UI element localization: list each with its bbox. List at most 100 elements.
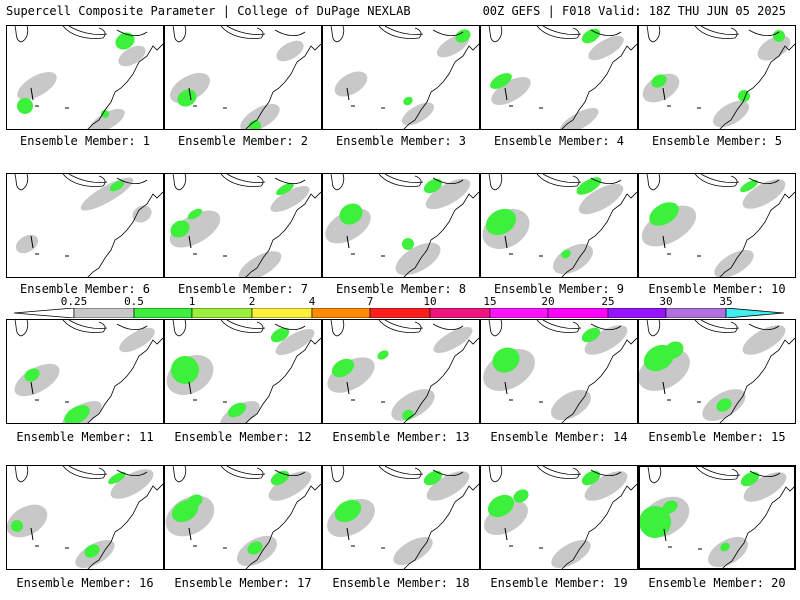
lake-outline [68,174,108,183]
lake-outline [116,177,148,184]
scp-contour-gray [110,469,154,499]
lake-michigan-tip [662,87,666,101]
scp-contour-gray [742,325,786,355]
lake-outline [14,174,29,191]
ensemble-panel-2[interactable] [164,25,322,130]
panel-label-7: Ensemble Member: 7 [177,282,309,296]
ensemble-panel-14[interactable] [480,319,638,424]
lake-michigan-tip [346,381,350,395]
coastline [87,191,163,277]
scp-contour-gray [551,389,591,421]
ensemble-panel-4[interactable] [480,25,638,130]
scp-contour-green [339,203,363,225]
scp-contour-gray [588,35,624,61]
lake-outline [14,26,29,43]
lake-outline [220,26,264,39]
lake-michigan-tip [188,235,192,249]
ensemble-panel-12[interactable] [164,319,322,424]
ensemble-panel-10[interactable] [638,173,796,278]
scp-contour-green [227,402,247,418]
ensemble-panel-16[interactable] [6,465,164,570]
panel-map-20 [640,467,794,568]
scp-contour-green [423,178,443,194]
scp-contour-gray [275,329,315,355]
lake-outline [694,174,738,187]
ensemble-panel-18[interactable] [322,465,480,570]
ensemble-panel-5[interactable] [638,25,796,130]
ensemble-panel-3[interactable] [322,25,480,130]
ensemble-panel-15[interactable] [638,319,796,424]
lake-outline [220,174,264,187]
panel-map-18 [327,466,479,569]
scp-contour-gray [743,472,787,502]
scp-contour-gray [118,45,146,67]
lake-outline [378,466,422,479]
panel-map-4 [488,26,637,129]
scp-contour-gray [714,250,754,277]
lake-marks [509,545,543,549]
scp-contour-green [581,470,601,486]
ensemble-panel-17[interactable] [164,465,322,570]
ensemble-panel-11[interactable] [6,319,164,424]
scp-contour-gray [276,40,304,62]
scp-contour-green [187,208,203,220]
lake-marks [667,399,701,403]
lake-outline [694,320,738,333]
lake-michigan-tip [504,235,508,249]
lake-michigan-tip [663,528,667,542]
lake-outline [68,320,108,329]
scp-contour-green [581,327,601,343]
scp-contour-green [576,177,602,195]
scp-contour-gray [169,210,221,248]
scp-contour-green [492,347,520,373]
scp-contour-green [187,494,203,508]
panel-label-13: Ensemble Member: 13 [332,430,470,444]
ensemble-panel-7[interactable] [164,173,322,278]
panel-label-19: Ensemble Member: 19 [490,576,628,590]
colorbar-segment [251,308,313,318]
scp-contour-green [177,89,197,107]
ensemble-panel-9[interactable] [480,173,638,278]
colorbar-tick-label: 0.25 [60,295,88,308]
lake-marks [35,105,69,109]
lake-outline [62,320,106,333]
scp-contour-gray [395,242,441,276]
lake-outline [590,469,622,476]
ensemble-panel-1[interactable] [6,25,164,130]
lake-outline [14,320,29,337]
panel-label-2: Ensemble Member: 2 [177,134,309,148]
scp-contour-green [64,405,90,423]
panel-label-20: Ensemble Member: 20 [648,576,786,590]
lake-outline [68,466,108,475]
colorbar-segment [73,308,135,318]
ensemble-panel-19[interactable] [480,465,638,570]
ensemble-panel-6[interactable] [6,173,164,278]
panel-label-5: Ensemble Member: 5 [651,134,783,148]
lake-outline [172,174,187,191]
panel-map-9 [482,174,637,277]
ensemble-panel-13[interactable] [322,319,480,424]
lake-outline [220,320,264,333]
lake-outline [694,26,738,39]
lake-marks [509,399,543,403]
lake-outline [590,29,622,36]
scp-contour-green [270,327,290,343]
lake-outline [700,320,740,329]
lake-outline [701,467,741,476]
colorbar-segment [133,308,193,318]
scp-contour-green [716,398,732,412]
ensemble-panel-20[interactable] [638,465,796,570]
lake-michigan-tip [188,527,192,541]
ensemble-panel-8[interactable] [322,173,480,278]
scp-contour-green [455,29,471,43]
panel-map-14 [483,320,637,423]
scp-contour-green [109,180,125,192]
lake-marks [193,105,227,109]
scp-contour-gray [425,178,471,210]
lake-outline [378,174,422,187]
lake-outline [488,174,503,191]
scp-contour-gray [578,183,624,215]
lake-outline [226,174,266,183]
lake-outline [384,466,424,475]
scp-contour-gray [391,389,435,421]
